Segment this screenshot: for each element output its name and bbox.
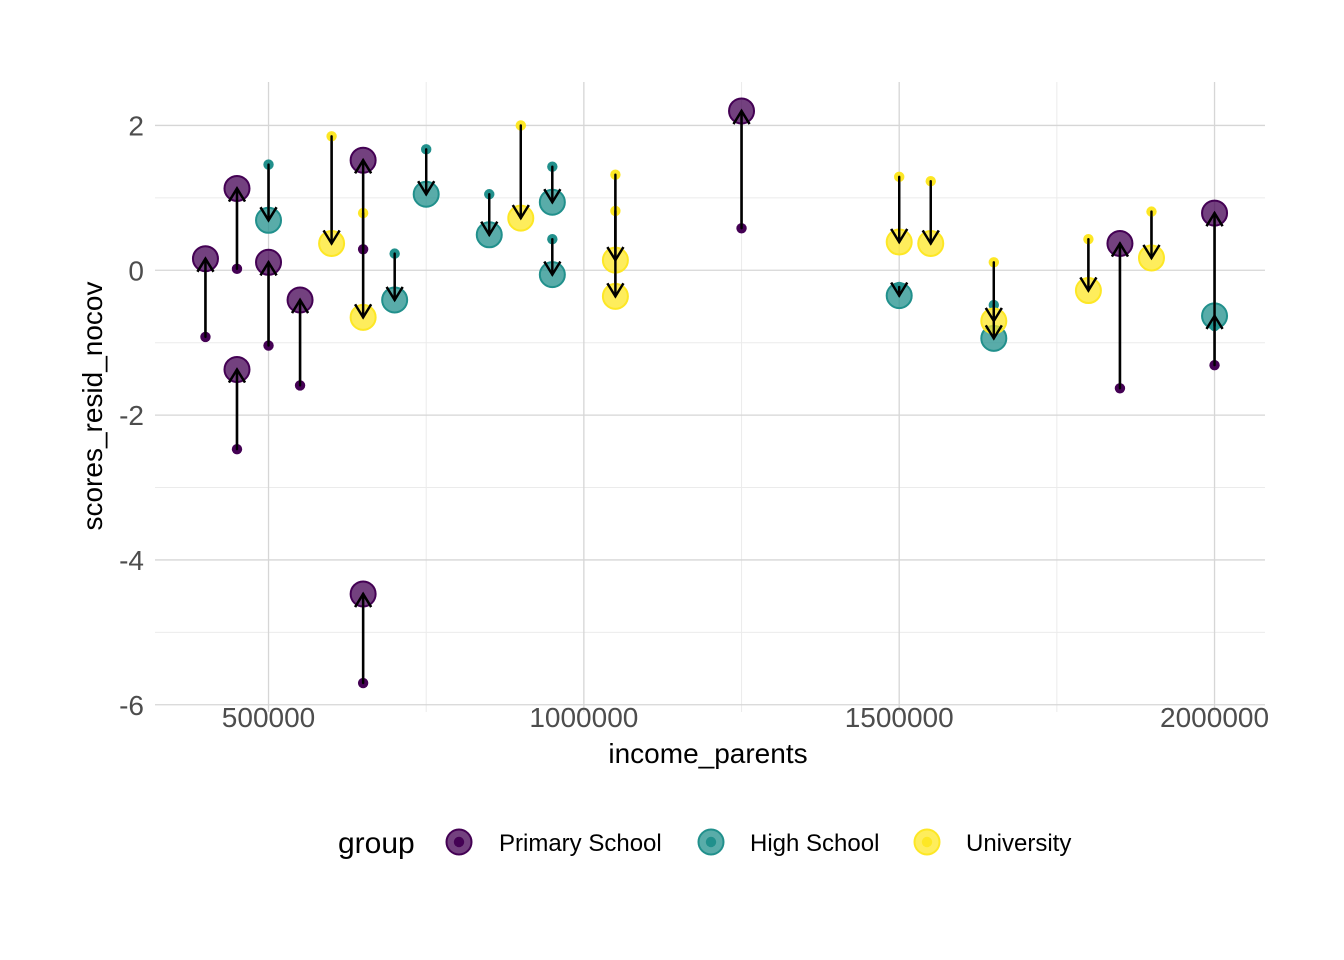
legend-label: University — [966, 830, 1071, 857]
arrow-head — [354, 157, 373, 174]
x-tick-label: 1500000 — [845, 702, 954, 733]
arrow-head — [921, 229, 940, 246]
legend-title: group — [338, 827, 415, 860]
arrow-head — [1079, 276, 1098, 293]
arrow-head — [291, 297, 310, 314]
point-layer — [191, 97, 1229, 689]
axes: 500000 1000000 1500000 2000000 2 0 -2 -4 -6 — [119, 110, 1269, 733]
y-tick-label: 0 — [128, 255, 144, 286]
arrow-head — [543, 260, 562, 277]
arrow-head — [354, 303, 373, 320]
arrow-head — [227, 367, 247, 384]
x-tick-label: 1000000 — [529, 702, 638, 733]
x-tick-label: 500000 — [222, 702, 315, 733]
arrow-head — [196, 256, 215, 273]
grid — [155, 82, 1265, 712]
arrow-head — [259, 260, 278, 276]
y-axis-title: scores_resid_nocov — [77, 281, 108, 530]
arrow-head — [417, 180, 436, 197]
arrow-head — [227, 186, 247, 203]
arrow-head — [984, 307, 1003, 324]
x-axis-title: income_parents — [608, 738, 807, 769]
legend-label: High School — [750, 830, 879, 857]
arrow-head — [606, 282, 625, 299]
legend: group Primary School High School Universit… — [338, 827, 1071, 860]
arrow-head — [1142, 244, 1161, 261]
y-tick-label: -6 — [119, 690, 144, 721]
arrow-head — [1110, 241, 1129, 258]
legend-label: Primary School — [499, 830, 662, 857]
arrow-head — [1205, 313, 1224, 330]
arrow-head — [543, 188, 562, 205]
arrow-head — [322, 229, 341, 246]
arrow-head — [890, 281, 909, 298]
x-tick-label: 2000000 — [1160, 702, 1269, 733]
arrow-head — [984, 324, 1003, 341]
y-tick-label: -4 — [119, 545, 144, 576]
legend-key-small — [921, 836, 933, 848]
arrow-head — [732, 108, 751, 125]
legend-key-small — [705, 836, 717, 848]
arrow-head — [385, 286, 404, 303]
y-tick-label: 2 — [128, 110, 144, 141]
arrow-overlay — [196, 108, 1224, 685]
arrow-head — [1205, 210, 1224, 227]
arrow-head — [890, 228, 909, 245]
legend-key-small — [453, 836, 465, 848]
arrow-head — [354, 591, 373, 608]
arrow-head — [259, 206, 278, 223]
y-tick-label: -2 — [119, 400, 144, 431]
arrow-head — [480, 221, 499, 238]
arrow-head — [511, 204, 530, 221]
